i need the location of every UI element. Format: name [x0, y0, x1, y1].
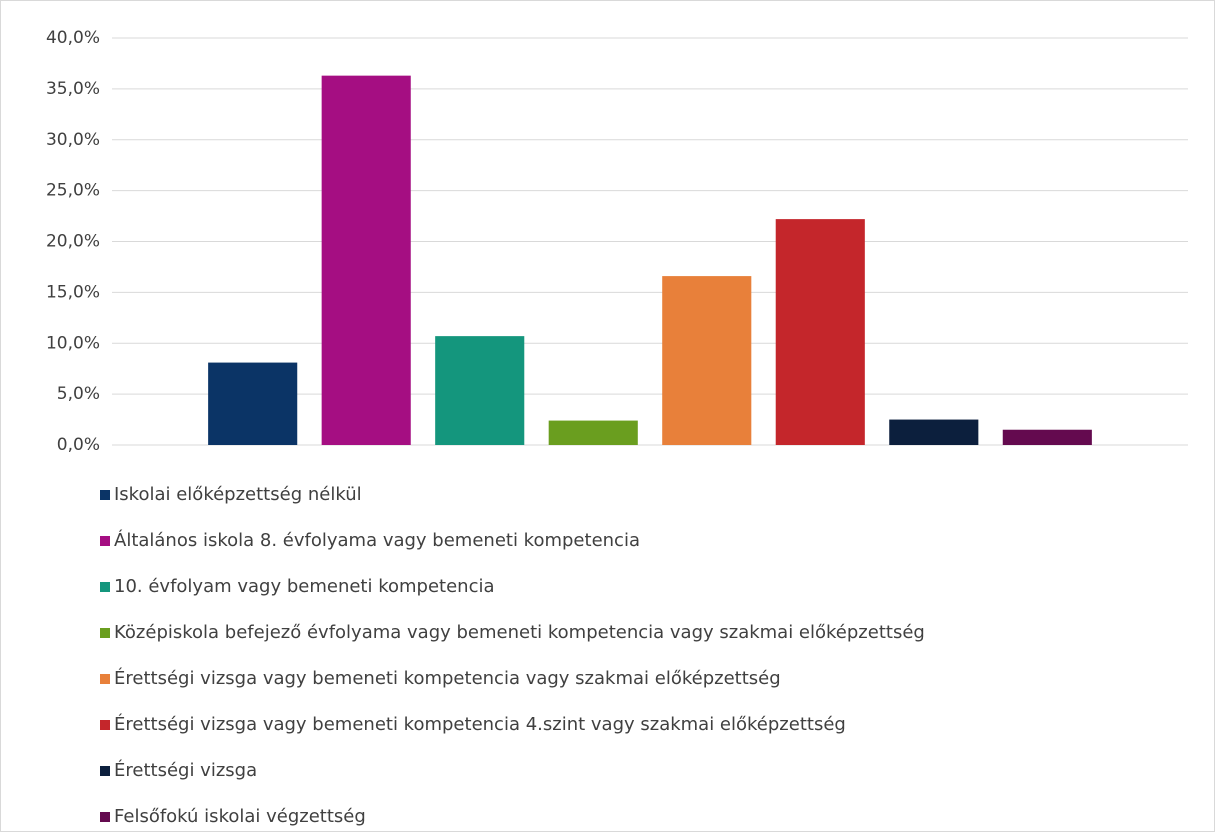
bar — [1002, 429, 1092, 445]
legend-label: Általános iskola 8. évfolyama vagy bemen… — [114, 529, 640, 551]
bar — [775, 219, 865, 445]
bar — [208, 362, 298, 445]
legend-swatch — [100, 490, 110, 500]
legend-swatch — [100, 812, 110, 822]
legend-label: Középiskola befejező évfolyama vagy beme… — [114, 622, 925, 643]
bar — [662, 276, 752, 445]
y-tick-label: 40,0% — [46, 28, 100, 48]
legend-label: Felsőfokú iskolai végzettség — [114, 806, 366, 827]
y-tick-label: 0,0% — [57, 435, 100, 455]
legend-label: Érettségi vizsga vagy bemeneti kompetenc… — [114, 667, 781, 689]
bar — [435, 336, 525, 445]
legend-swatch — [100, 536, 110, 546]
y-tick-label: 30,0% — [46, 130, 100, 150]
y-tick-label: 15,0% — [46, 282, 100, 302]
legend-label: Érettségi vizsga — [114, 759, 257, 781]
bar — [321, 75, 411, 446]
y-tick-label: 35,0% — [46, 79, 100, 99]
legend-swatch — [100, 766, 110, 776]
y-tick-label: 20,0% — [46, 232, 100, 252]
y-tick-label: 25,0% — [46, 181, 100, 201]
legend-swatch — [100, 628, 110, 638]
legend-swatch — [100, 674, 110, 684]
bar — [889, 419, 979, 445]
y-tick-label: 10,0% — [46, 333, 100, 353]
y-tick-label: 5,0% — [57, 384, 100, 404]
legend-label: 10. évfolyam vagy bemeneti kompetencia — [114, 576, 495, 597]
legend-swatch — [100, 582, 110, 592]
legend-swatch — [100, 720, 110, 730]
legend-label: Iskolai előképzettség nélkül — [114, 484, 362, 505]
legend-label: Érettségi vizsga vagy bemeneti kompetenc… — [114, 713, 846, 735]
bar — [548, 420, 638, 445]
